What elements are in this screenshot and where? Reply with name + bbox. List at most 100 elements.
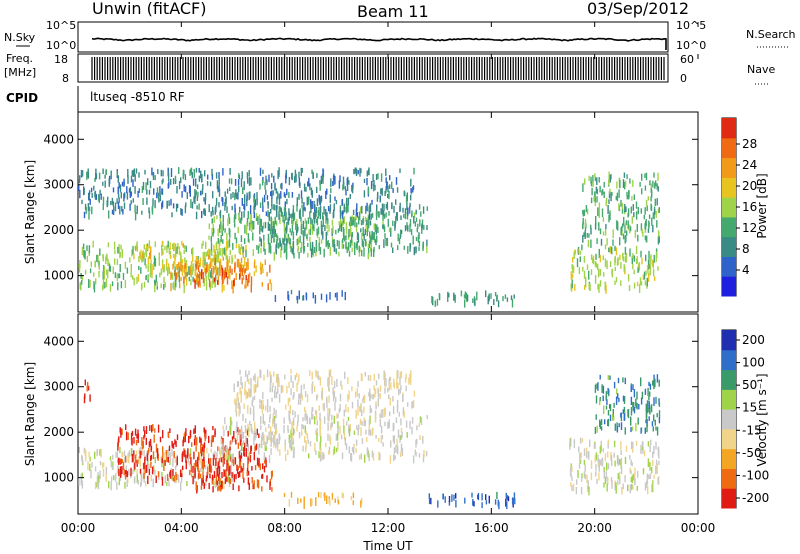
- echo-mark: [373, 232, 375, 241]
- echo-mark: [178, 246, 181, 256]
- echo-mark: [175, 203, 178, 212]
- echo-mark: [238, 263, 240, 269]
- echo-mark: [224, 228, 226, 233]
- echo-mark: [656, 426, 659, 436]
- echo-mark: [175, 280, 177, 288]
- echo-mark: [116, 273, 118, 282]
- echo-mark: [274, 229, 276, 234]
- echo-mark: [245, 279, 247, 289]
- echo-mark: [353, 430, 356, 435]
- echo-mark: [312, 414, 314, 420]
- echo-mark: [344, 371, 346, 379]
- echo-mark: [220, 234, 222, 243]
- echo-mark: [306, 393, 309, 403]
- echo-mark: [289, 439, 291, 449]
- echo-mark: [599, 419, 601, 427]
- echo-mark: [146, 189, 148, 195]
- echo-mark: [294, 169, 297, 177]
- echo-mark: [197, 465, 199, 473]
- echo-mark: [392, 396, 394, 402]
- echo-mark: [238, 173, 240, 179]
- echo-mark: [140, 283, 143, 291]
- echo-mark: [206, 447, 208, 454]
- echo-mark: [287, 429, 289, 434]
- echo-mark: [191, 266, 193, 275]
- echo-mark: [579, 256, 581, 262]
- echo-mark: [384, 388, 386, 394]
- echo-mark: [310, 223, 312, 232]
- echo-mark: [297, 497, 299, 504]
- echo-mark: [290, 438, 293, 447]
- echo-mark: [642, 231, 644, 237]
- echo-mark: [220, 438, 223, 445]
- echo-mark: [245, 418, 247, 424]
- echo-mark: [243, 204, 245, 210]
- echo-mark: [614, 480, 616, 486]
- echo-mark: [251, 477, 253, 484]
- echo-mark: [629, 224, 631, 234]
- echo-mark: [230, 417, 232, 426]
- echo-mark: [280, 191, 282, 199]
- echo-mark: [353, 443, 355, 448]
- echo-mark: [131, 437, 133, 446]
- echo-mark: [207, 174, 209, 180]
- echo-mark: [633, 269, 635, 275]
- echo-mark: [647, 407, 649, 413]
- echo-mark: [183, 249, 185, 254]
- colorbar-tick-label: 24: [742, 158, 757, 172]
- echo-mark: [346, 421, 348, 426]
- echo-mark: [213, 277, 216, 283]
- echo-mark: [275, 429, 277, 435]
- echo-mark: [266, 399, 269, 406]
- echo-mark: [633, 402, 635, 409]
- echo-mark: [283, 493, 286, 497]
- echo-mark: [229, 186, 231, 191]
- echo-mark: [361, 420, 363, 426]
- echo-mark: [274, 440, 276, 445]
- velocity-panel-frame: [77, 313, 699, 515]
- echo-mark: [623, 256, 625, 262]
- echo-mark: [400, 418, 402, 426]
- echo-mark: [623, 396, 626, 401]
- echo-mark: [99, 470, 101, 479]
- echo-mark: [602, 216, 605, 222]
- echo-mark: [299, 393, 301, 400]
- echo-mark: [624, 377, 626, 385]
- echo-mark: [369, 375, 372, 381]
- echo-mark: [151, 205, 154, 215]
- echo-mark: [244, 238, 246, 245]
- echo-mark: [172, 443, 175, 449]
- echo-mark: [630, 416, 632, 426]
- echo-mark: [307, 196, 310, 205]
- echo-mark: [284, 227, 287, 232]
- echo-mark: [595, 471, 597, 477]
- echo-mark: [296, 295, 298, 301]
- echo-mark: [269, 416, 271, 423]
- echo-mark: [399, 376, 401, 385]
- echo-mark: [266, 475, 268, 483]
- echo-mark: [284, 201, 286, 208]
- echo-mark: [400, 435, 402, 440]
- echo-mark: [271, 198, 273, 207]
- echo-mark: [343, 217, 345, 224]
- echo-mark: [88, 212, 90, 220]
- echo-mark: [252, 232, 254, 241]
- echo-mark: [229, 273, 231, 280]
- echo-mark: [361, 249, 363, 257]
- echo-mark: [102, 181, 104, 186]
- echo-mark: [225, 272, 227, 278]
- echo-mark: [190, 199, 192, 208]
- echo-mark: [151, 167, 153, 176]
- echo-mark: [154, 258, 157, 267]
- echo-mark: [436, 298, 439, 306]
- echo-mark: [383, 203, 385, 211]
- echo-mark: [95, 173, 98, 179]
- echo-mark: [162, 178, 164, 183]
- echo-mark: [238, 485, 240, 492]
- x-tick-label: 16:00: [474, 521, 509, 535]
- echo-mark: [415, 217, 418, 223]
- echo-mark: [81, 199, 83, 205]
- echo-mark: [239, 217, 241, 223]
- echo-mark: [217, 446, 219, 452]
